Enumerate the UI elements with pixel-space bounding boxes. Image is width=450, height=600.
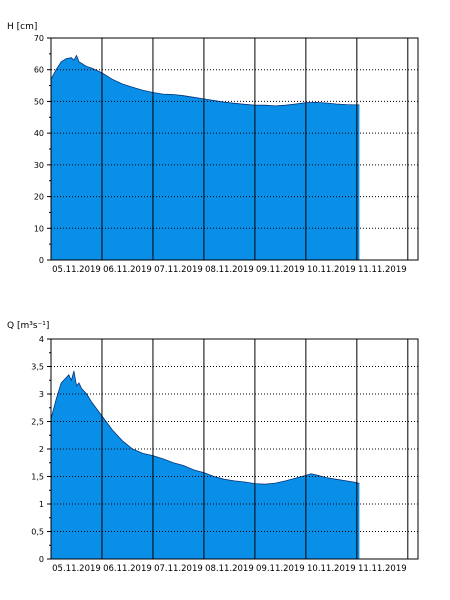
y-tick-label: 0,5 <box>31 528 44 537</box>
y-tick-label: 20 <box>34 193 44 202</box>
x-tick-label: 09.11.2019 <box>256 564 305 574</box>
x-tick-label: 06.11.2019 <box>103 265 152 275</box>
x-tick-label: 07.11.2019 <box>154 265 203 275</box>
series-area <box>51 55 360 261</box>
y-tick-label: 70 <box>34 34 44 43</box>
series-line <box>50 370 360 485</box>
y-tick-label: 1,5 <box>31 473 44 482</box>
y-tick-label: 10 <box>34 224 44 233</box>
series-line <box>50 54 360 107</box>
x-tick-label: 10.11.2019 <box>307 265 356 275</box>
x-tick-label: 06.11.2019 <box>103 564 152 574</box>
y-tick-label: 3,5 <box>31 363 44 372</box>
y-tick-label: 40 <box>34 129 44 138</box>
y-tick-label: 0 <box>39 256 44 265</box>
y-tick-label: 3 <box>39 390 44 399</box>
x-tick-label: 11.11.2019 <box>358 564 407 574</box>
y-tick-label: 2,5 <box>31 418 44 427</box>
y-tick-label: 50 <box>34 97 44 106</box>
y-tick-label: 60 <box>34 66 44 75</box>
y-axis-label: Q [m³s⁻¹] <box>7 321 49 331</box>
x-tick-label: 07.11.2019 <box>154 564 203 574</box>
y-axis-label: H [cm] <box>7 22 37 32</box>
y-tick-label: 1 <box>39 500 44 509</box>
chart-discharge: Q [m³s⁻¹] 0 0,5 1 1,5 2 2,5 3 3,5 4 05.11.2019 06.… <box>7 321 419 574</box>
x-tick-label: 08.11.2019 <box>205 564 254 574</box>
y-tick-label: 2 <box>39 445 44 454</box>
series-area <box>51 370 360 559</box>
x-tick-label: 05.11.2019 <box>52 265 101 275</box>
x-tick-label: 11.11.2019 <box>358 265 407 275</box>
x-tick-label: 09.11.2019 <box>256 265 305 275</box>
y-tick-label: 30 <box>34 161 44 170</box>
y-tick-label: 4 <box>39 335 44 344</box>
chart-water-level: H [cm] 0 10 20 30 40 50 60 70 05.11.2019 06.11.20… <box>7 22 419 275</box>
x-tick-label: 08.11.2019 <box>205 265 254 275</box>
x-tick-label: 10.11.2019 <box>307 564 356 574</box>
x-tick-label: 05.11.2019 <box>52 564 101 574</box>
y-tick-label: 0 <box>39 555 44 564</box>
